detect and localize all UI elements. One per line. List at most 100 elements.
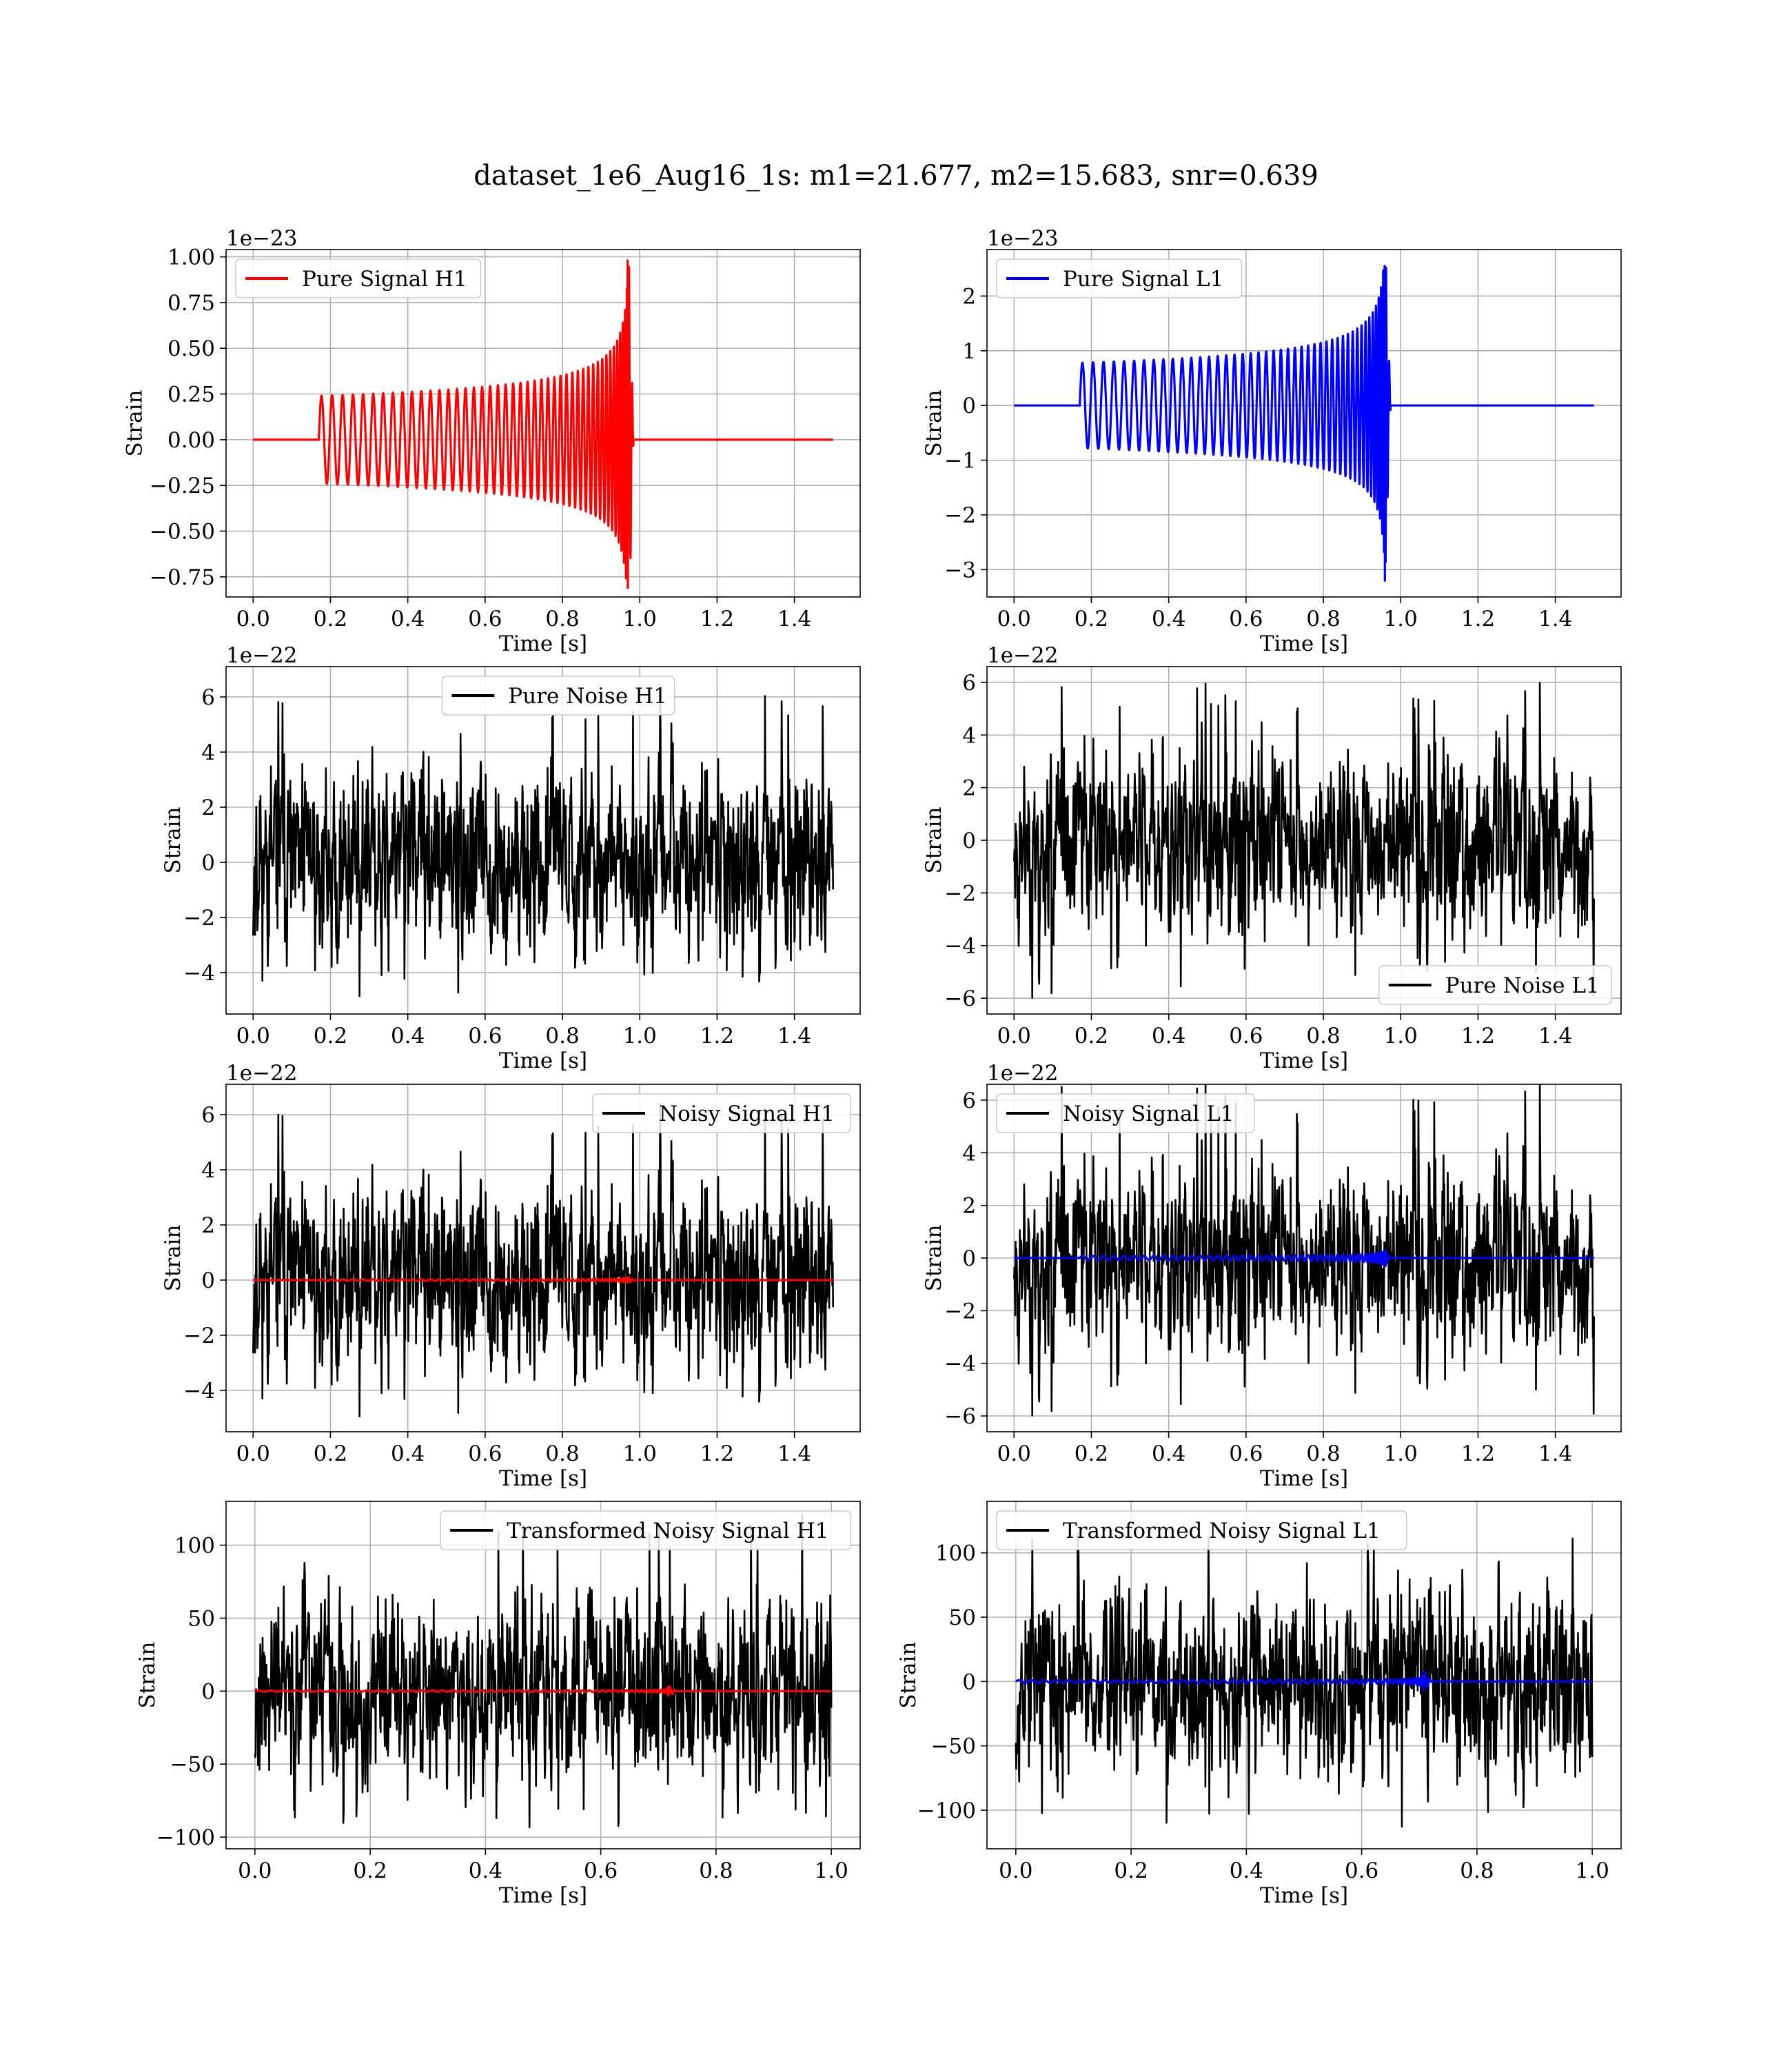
legend-box (1378, 965, 1612, 1005)
legend: Pure Signal L1 (996, 258, 1243, 298)
y-offset-label: 1e−23 (226, 226, 298, 251)
y-tick-label: −0.75 (150, 565, 215, 590)
x-tick-label: 1.2 (700, 1024, 734, 1048)
series-line-pure-signal-l1 (1012, 265, 1596, 582)
x-axis: 0.0 0.2 0.4 0.6 0.8 1.0 Time [s] (238, 1849, 848, 1908)
y-axis-label: Strain (922, 1225, 946, 1292)
legend-label: Noisy Signal L1 (1063, 1102, 1234, 1126)
x-tick-label: 1.4 (1538, 1024, 1572, 1048)
legend: Pure Noise L1 (1378, 965, 1612, 1005)
y-tick-label: 100 (935, 1541, 976, 1566)
y-tick-label: 0 (201, 851, 215, 875)
legend-box (441, 676, 675, 716)
y-tick-label: 6 (962, 671, 976, 696)
x-tick-label: 0.0 (236, 1024, 270, 1048)
y-tick-label: 100 (174, 1534, 215, 1559)
series-line-pure-noise-h1 (252, 690, 834, 997)
y-offset-label: 1e−22 (226, 643, 298, 668)
y-tick-label: 1.00 (167, 245, 215, 270)
y-tick-label: −2 (183, 906, 215, 931)
x-tick-label: 1.4 (777, 1024, 811, 1048)
subplot-noisy-signal-h1: 0.0 0.2 0.4 0.6 0.8 1.0 1.2 1.4 Time [s] −4 −2 0 2 4 6… (161, 1061, 861, 1491)
x-tick-label: 1.2 (700, 607, 734, 631)
series-group (1015, 1532, 1594, 1828)
y-axis: −100 −50 0 50 100 Strain (135, 1534, 226, 1850)
y-tick-label: −2 (944, 503, 976, 528)
series-line-noisy-signal-l1 (1013, 1084, 1595, 1417)
legend-label: Pure Noise H1 (508, 684, 666, 709)
x-tick-label: 1.2 (700, 1441, 734, 1466)
subplot-pure-noise-l1: 0.0 0.2 0.4 0.6 0.8 1.0 1.2 1.4 Time [s] −6 −4 −2 0 2… (922, 643, 1622, 1073)
y-tick-label: −100 (917, 1798, 976, 1823)
y-tick-label: −6 (944, 1404, 976, 1429)
y-tick-label: −4 (944, 1352, 976, 1377)
figure-title: dataset_1e6_Aug16_1s: m1=21.677, m2=15.6… (474, 160, 1318, 192)
y-axis-label: Strain (123, 390, 147, 457)
y-tick-label: −1 (944, 449, 976, 474)
y-tick-label: −50 (931, 1734, 976, 1759)
y-tick-label: 0.25 (167, 383, 215, 407)
x-axis-label: Time [s] (1260, 1883, 1348, 1908)
x-tick-label: 0.6 (468, 1441, 502, 1466)
legend-label: Pure Noise L1 (1445, 973, 1600, 998)
y-axis-label: Strain (161, 807, 185, 874)
y-tick-label: −4 (183, 961, 215, 986)
x-tick-label: 0.8 (699, 1858, 733, 1883)
y-offset-label: 1e−22 (987, 1061, 1059, 1086)
y-tick-label: −100 (156, 1825, 215, 1850)
y-tick-label: 4 (201, 740, 215, 765)
y-tick-label: 0 (201, 1268, 215, 1293)
x-tick-label: 1.4 (777, 607, 811, 631)
axes-frame (225, 666, 861, 1015)
y-tick-label: 2 (962, 776, 976, 801)
x-tick-label: 0.8 (1306, 607, 1340, 631)
y-tick-label: 2 (201, 795, 215, 820)
series-line-transformed-noisy-signal-h1 (254, 1513, 833, 1829)
y-axis: −0.75 −0.50 −0.25 0.00 0.25 0.50 0.75 1.00 Strai… (123, 245, 226, 590)
x-tick-label: 0.4 (391, 607, 425, 631)
subplot-transformed-noisy-signal-h1: 0.0 0.2 0.4 0.6 0.8 1.0 Time [s] −100 −50 0 50 100 S… (135, 1501, 861, 1908)
series-group (1013, 682, 1595, 999)
x-tick-label: 0.6 (584, 1858, 618, 1883)
x-axis-label: Time [s] (499, 1466, 587, 1491)
y-axis-label: Strain (161, 1225, 185, 1292)
y-tick-label: 1 (962, 339, 976, 364)
legend: Noisy Signal L1 (996, 1093, 1255, 1133)
y-tick-label: −4 (944, 934, 976, 959)
y-axis-label: Strain (896, 1642, 921, 1709)
y-axis-label: Strain (922, 807, 946, 874)
series-group (254, 1513, 833, 1829)
y-tick-label: 0 (962, 829, 976, 853)
x-tick-label: 0.2 (1075, 1441, 1108, 1466)
legend-label: Transformed Noisy Signal H1 (507, 1519, 828, 1543)
x-tick-label: 0.0 (236, 607, 270, 631)
subplot-noisy-signal-l1: 0.0 0.2 0.4 0.6 0.8 1.0 1.2 1.4 Time [s] −6 −4 −2 0 2… (922, 1061, 1622, 1491)
legend-box (996, 1510, 1407, 1550)
legend-box (996, 258, 1243, 298)
legend-label: Transformed Noisy Signal L1 (1063, 1519, 1381, 1543)
x-tick-label: 1.0 (1384, 1024, 1418, 1048)
y-tick-label: −6 (944, 986, 976, 1011)
axes-frame (986, 1501, 1622, 1849)
y-tick-label: 0 (962, 1246, 976, 1271)
x-tick-label: 0.2 (1075, 607, 1108, 631)
y-tick-label: 0.50 (167, 336, 215, 361)
x-tick-label: 0.8 (1460, 1858, 1494, 1883)
x-axis: 0.0 0.2 0.4 0.6 0.8 1.0 1.2 1.4 Time [s] (236, 1014, 811, 1073)
legend-box (592, 1093, 851, 1133)
x-tick-label: 0.2 (353, 1858, 387, 1883)
series-line-chirp-1 (252, 1276, 835, 1284)
x-tick-label: 0.6 (468, 607, 502, 631)
legend-box (235, 258, 482, 298)
x-tick-label: 0.2 (314, 607, 347, 631)
x-tick-label: 0.8 (1306, 1024, 1340, 1048)
x-tick-label: 0.0 (997, 1441, 1031, 1466)
y-tick-label: −4 (183, 1379, 215, 1403)
legend-box (440, 1510, 851, 1550)
x-tick-label: 0.8 (545, 607, 579, 631)
series-group (1012, 265, 1596, 582)
series-line-noisy-signal-h1 (252, 1102, 834, 1418)
x-tick-label: 0.2 (1114, 1858, 1148, 1883)
